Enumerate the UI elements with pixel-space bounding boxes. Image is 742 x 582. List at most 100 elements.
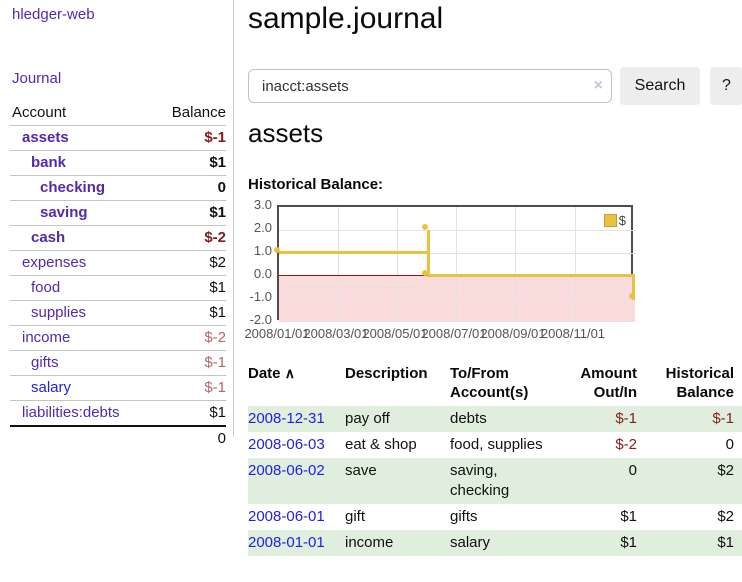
account-link-supplies[interactable]: supplies	[31, 304, 87, 321]
transaction-amount: $1	[620, 534, 637, 551]
account-row: checking 0	[10, 175, 226, 201]
register-row: 2008-06-01 gift gifts $1 $2	[248, 504, 742, 530]
account-link-saving[interactable]: saving	[40, 204, 88, 221]
transaction-description: eat & shop	[345, 436, 417, 453]
app-brand-link[interactable]: hledger-web	[12, 6, 95, 23]
sidebar-divider	[233, 0, 234, 437]
account-link-liabilities-debts[interactable]: liabilities:debts	[22, 404, 120, 421]
account-row: gifts $-1	[10, 350, 226, 376]
transaction-accounts: salary	[450, 534, 491, 551]
transaction-date-link[interactable]: 2008-01-01	[248, 534, 325, 551]
help-button[interactable]: ?	[710, 67, 742, 105]
account-link-assets[interactable]: assets	[22, 129, 69, 146]
register-row: 2008-12-31 pay off debts $-1 $-1	[248, 406, 742, 432]
search-input[interactable]	[248, 69, 612, 103]
register-row: 2008-06-03 eat & shop food, supplies $-2…	[248, 432, 742, 458]
accounts-balance-table: Account Balance assets $-1 bank $1 check…	[10, 101, 226, 451]
transaction-amount: $-2	[615, 436, 637, 453]
transaction-accounts: food, supplies	[450, 436, 543, 453]
account-link-cash[interactable]: cash	[31, 229, 66, 246]
account-balance: $1	[152, 300, 226, 326]
page-title: sample.journal	[248, 2, 444, 35]
account-row: expenses $2	[10, 250, 226, 276]
sidebar-item-journal[interactable]: Journal	[12, 70, 62, 87]
transaction-date-link[interactable]: 2008-12-31	[248, 410, 325, 427]
account-balance: $2	[152, 250, 226, 276]
account-balance: $-1	[152, 375, 226, 401]
transaction-description: gift	[345, 508, 366, 525]
transaction-balance: $2	[717, 508, 734, 525]
y-tick: -2.0	[249, 312, 272, 327]
legend-label: $	[618, 213, 626, 228]
accounts-header-row: Account Balance	[10, 101, 226, 126]
register-header-description: Description	[345, 365, 428, 382]
chart-line-segment	[632, 276, 635, 300]
account-row: supplies $1	[10, 300, 226, 326]
main-content: sample.journal × Search ? assets Histori…	[244, 0, 742, 582]
gridline	[515, 207, 516, 322]
account-link-expenses[interactable]: expenses	[22, 254, 87, 271]
chart-data-point	[274, 247, 280, 253]
chart-line-segment	[279, 251, 429, 254]
account-balance: $-2	[152, 225, 226, 251]
search-form: × Search ?	[248, 66, 742, 106]
account-balance: $1	[152, 150, 226, 176]
transaction-accounts: debts	[450, 410, 487, 427]
account-link-food[interactable]: food	[31, 279, 61, 296]
accounts-total-row: 0	[10, 425, 226, 451]
account-row: income $-2	[10, 325, 226, 351]
account-balance: $1	[152, 200, 226, 226]
transaction-accounts: gifts	[450, 508, 478, 525]
accounts-header-balance: Balance	[152, 101, 226, 126]
gridline	[279, 230, 635, 231]
account-balance: $1	[152, 400, 226, 427]
gridline	[279, 253, 635, 254]
register-header-date: Date ∧	[248, 362, 345, 406]
sort-asc-icon: ∧	[284, 365, 295, 381]
gridline	[397, 207, 398, 322]
account-balance: $-1	[152, 350, 226, 376]
x-tick: 2008/01/01	[244, 326, 310, 341]
chart-line-segment	[427, 274, 635, 277]
gridline	[338, 207, 339, 322]
chart-plot-area: $	[274, 205, 635, 322]
transaction-date-link[interactable]: 2008-06-01	[248, 508, 325, 525]
account-link-checking[interactable]: checking	[40, 179, 106, 196]
x-tick: 2008/07/01	[421, 326, 487, 341]
account-row: assets $-1	[10, 125, 226, 151]
historical-balance-chart: 3.0 2.0 1.0 0.0 -1.0 -2.0	[244, 197, 644, 347]
chart-data-point	[422, 270, 428, 276]
transaction-balance: $1	[717, 534, 734, 551]
gridline	[279, 299, 635, 300]
transaction-date-link[interactable]: 2008-06-03	[248, 436, 325, 453]
account-balance: $1	[152, 275, 226, 301]
transaction-date-link[interactable]: 2008-06-02	[248, 462, 325, 479]
account-link-gifts[interactable]: gifts	[31, 354, 59, 371]
gridline	[575, 207, 576, 322]
legend-swatch	[603, 214, 617, 227]
account-link-income[interactable]: income	[22, 329, 71, 346]
register-row: 2008-06-02 save saving, checking 0 $2	[248, 458, 742, 504]
clear-search-icon[interactable]: ×	[593, 77, 603, 94]
register-row: 2008-01-01 income salary $1 $1	[248, 530, 742, 556]
chart-data-point	[629, 293, 635, 299]
transaction-description: pay off	[345, 410, 390, 427]
transaction-balance: $2	[717, 462, 734, 479]
register-header-row: Date ∧ Description To/From Account(s) Am…	[248, 362, 742, 406]
register-header-accounts: To/From Account(s)	[450, 365, 529, 401]
y-tick: 3.0	[253, 197, 272, 212]
x-tick: 2008/05/01	[362, 326, 428, 341]
y-tick: 0.0	[253, 266, 272, 281]
account-row: cash $-2	[10, 225, 226, 251]
sort-by-date-link[interactable]: Date ∧	[248, 365, 295, 382]
chart-line-segment	[427, 230, 430, 276]
transaction-amount: $1	[620, 508, 637, 525]
chart-data-point	[422, 224, 428, 230]
y-tick: 2.0	[253, 220, 272, 235]
account-link-salary[interactable]: salary	[31, 379, 72, 396]
search-button[interactable]: Search	[620, 67, 700, 105]
account-row: bank $1	[10, 150, 226, 176]
gridline	[456, 207, 457, 322]
account-link-bank[interactable]: bank	[31, 154, 67, 171]
account-balance: $-1	[152, 125, 226, 151]
